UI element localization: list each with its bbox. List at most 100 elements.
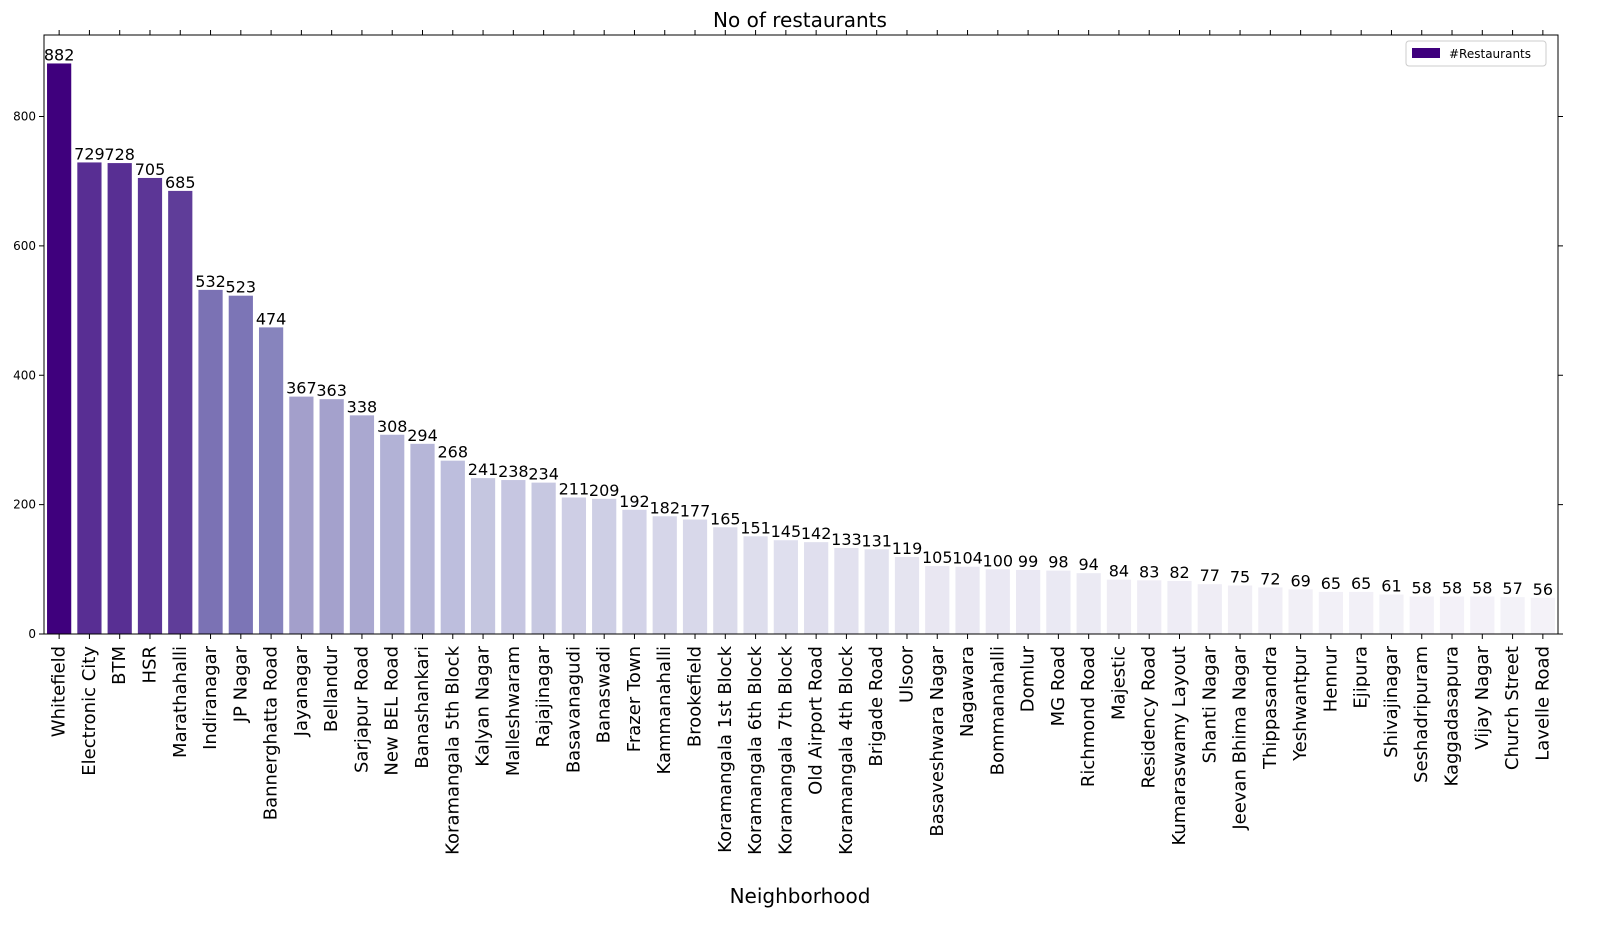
x-tick-label: Malleshwaram bbox=[503, 646, 524, 776]
x-tick-label: Kammanahalli bbox=[654, 646, 675, 775]
x-tick-label: Koramangala 1st Block bbox=[715, 645, 736, 852]
bar bbox=[1530, 597, 1555, 634]
plot-frame bbox=[43, 34, 1559, 635]
bar-value-label: 105 bbox=[922, 548, 953, 567]
x-tick-label: JP Nagar bbox=[230, 645, 251, 723]
legend-label: #Restaurants bbox=[1449, 47, 1531, 61]
bar-value-label: 308 bbox=[377, 417, 408, 436]
bar bbox=[107, 163, 132, 634]
bar-value-label: 131 bbox=[861, 531, 892, 550]
x-tick-label: Bommanahalli bbox=[987, 646, 1008, 775]
x-tick-label: Kumaraswamy Layout bbox=[1169, 646, 1190, 846]
x-tick-label: Basavanagudi bbox=[563, 646, 584, 773]
bar bbox=[804, 542, 829, 634]
bar bbox=[985, 569, 1010, 634]
bar-value-label: 77 bbox=[1200, 566, 1220, 585]
bar-value-label: 294 bbox=[407, 426, 438, 445]
x-tick-label: Lavelle Road bbox=[1532, 646, 1553, 761]
bar bbox=[258, 327, 284, 634]
bar bbox=[1197, 584, 1222, 634]
x-tick-label: Ejipura bbox=[1351, 646, 1372, 709]
bar bbox=[1106, 579, 1132, 634]
x-tick-label: Rajajinagar bbox=[533, 645, 554, 747]
bar bbox=[77, 162, 102, 634]
x-tick-label: Indiranagar bbox=[200, 645, 221, 749]
bar bbox=[1015, 569, 1041, 634]
x-axis-label: Neighborhood bbox=[730, 884, 871, 908]
bar-value-label: 94 bbox=[1078, 555, 1098, 574]
bar bbox=[1318, 591, 1344, 634]
y-tick-label: 800 bbox=[13, 110, 36, 124]
bar-value-label: 882 bbox=[44, 45, 75, 64]
y-tick-label: 200 bbox=[13, 498, 36, 512]
bar bbox=[47, 63, 72, 634]
bar-value-label: 65 bbox=[1351, 574, 1371, 593]
bar-value-label: 142 bbox=[801, 524, 832, 543]
y-tick-label: 600 bbox=[13, 239, 36, 253]
bar-value-label: 182 bbox=[649, 498, 680, 517]
x-tick-label: Marathahalli bbox=[170, 646, 191, 758]
x-tick-label: Shivajinagar bbox=[1381, 645, 1402, 757]
bar bbox=[1046, 570, 1071, 634]
bar bbox=[1137, 580, 1162, 634]
bar bbox=[894, 557, 920, 634]
bar bbox=[1500, 597, 1525, 634]
bar bbox=[1076, 573, 1101, 634]
bar-value-label: 151 bbox=[740, 518, 771, 537]
bar-value-label: 82 bbox=[1169, 563, 1189, 582]
bar bbox=[592, 498, 617, 634]
bar bbox=[1409, 596, 1434, 634]
legend-swatch bbox=[1412, 48, 1440, 58]
chart-title: No of restaurants bbox=[713, 8, 887, 32]
x-tick-label: Whitefield bbox=[49, 646, 70, 737]
x-tick-label: BTM bbox=[109, 646, 130, 685]
bar-value-label: 98 bbox=[1048, 553, 1068, 572]
bar-value-label: 728 bbox=[104, 145, 135, 164]
x-tick-label: Old Airport Road bbox=[806, 646, 827, 795]
x-tick-label: Banashankari bbox=[412, 646, 433, 769]
bar bbox=[289, 396, 314, 634]
bar-value-label: 104 bbox=[952, 549, 983, 568]
bar bbox=[349, 415, 375, 634]
bar bbox=[955, 566, 980, 634]
x-tick-label: Majestic bbox=[1108, 646, 1129, 720]
bar bbox=[1439, 596, 1465, 634]
bar bbox=[622, 509, 647, 634]
bar bbox=[773, 540, 798, 634]
bars-layer bbox=[47, 63, 1555, 634]
bar-value-label: 209 bbox=[589, 481, 620, 500]
y-tick-label: 0 bbox=[28, 627, 36, 641]
bar bbox=[1167, 580, 1192, 634]
bar bbox=[1349, 591, 1374, 634]
x-tick-label: Bellandur bbox=[321, 645, 342, 732]
bar bbox=[198, 289, 223, 634]
x-tick-label: Koramangala 4th Block bbox=[836, 645, 857, 854]
x-tick-label: Brookefield bbox=[685, 646, 706, 747]
bar bbox=[743, 536, 768, 634]
bar-value-label: 165 bbox=[710, 509, 741, 528]
bar-value-label: 729 bbox=[74, 144, 105, 163]
bar-value-label: 61 bbox=[1381, 577, 1401, 596]
bar-value-label: 69 bbox=[1290, 571, 1310, 590]
bar bbox=[319, 399, 344, 634]
bar-value-label: 211 bbox=[559, 480, 590, 499]
bar-value-label: 99 bbox=[1018, 552, 1038, 571]
x-tick-label: HSR bbox=[139, 646, 160, 683]
bar-value-label: 474 bbox=[256, 309, 287, 328]
y-tick-labels: 0 200 400 600 800 bbox=[13, 110, 36, 641]
bar-value-label: 75 bbox=[1230, 567, 1250, 586]
bar bbox=[834, 547, 859, 634]
bar bbox=[440, 460, 465, 634]
x-tick-label: Koramangala 6th Block bbox=[745, 645, 766, 854]
bar-value-label: 133 bbox=[831, 530, 862, 549]
bar bbox=[1258, 587, 1283, 634]
legend: #Restaurants bbox=[1405, 40, 1547, 67]
x-tick-label: Kalyan Nagar bbox=[473, 645, 494, 766]
bar bbox=[561, 497, 587, 634]
x-tick-label: New BEL Road bbox=[382, 646, 403, 776]
x-tick-label: Ulsoor bbox=[896, 645, 917, 703]
x-tick-label: Koramangala 5th Block bbox=[442, 645, 463, 854]
bar-value-label: 83 bbox=[1139, 562, 1159, 581]
bar-value-label: 84 bbox=[1109, 562, 1129, 581]
